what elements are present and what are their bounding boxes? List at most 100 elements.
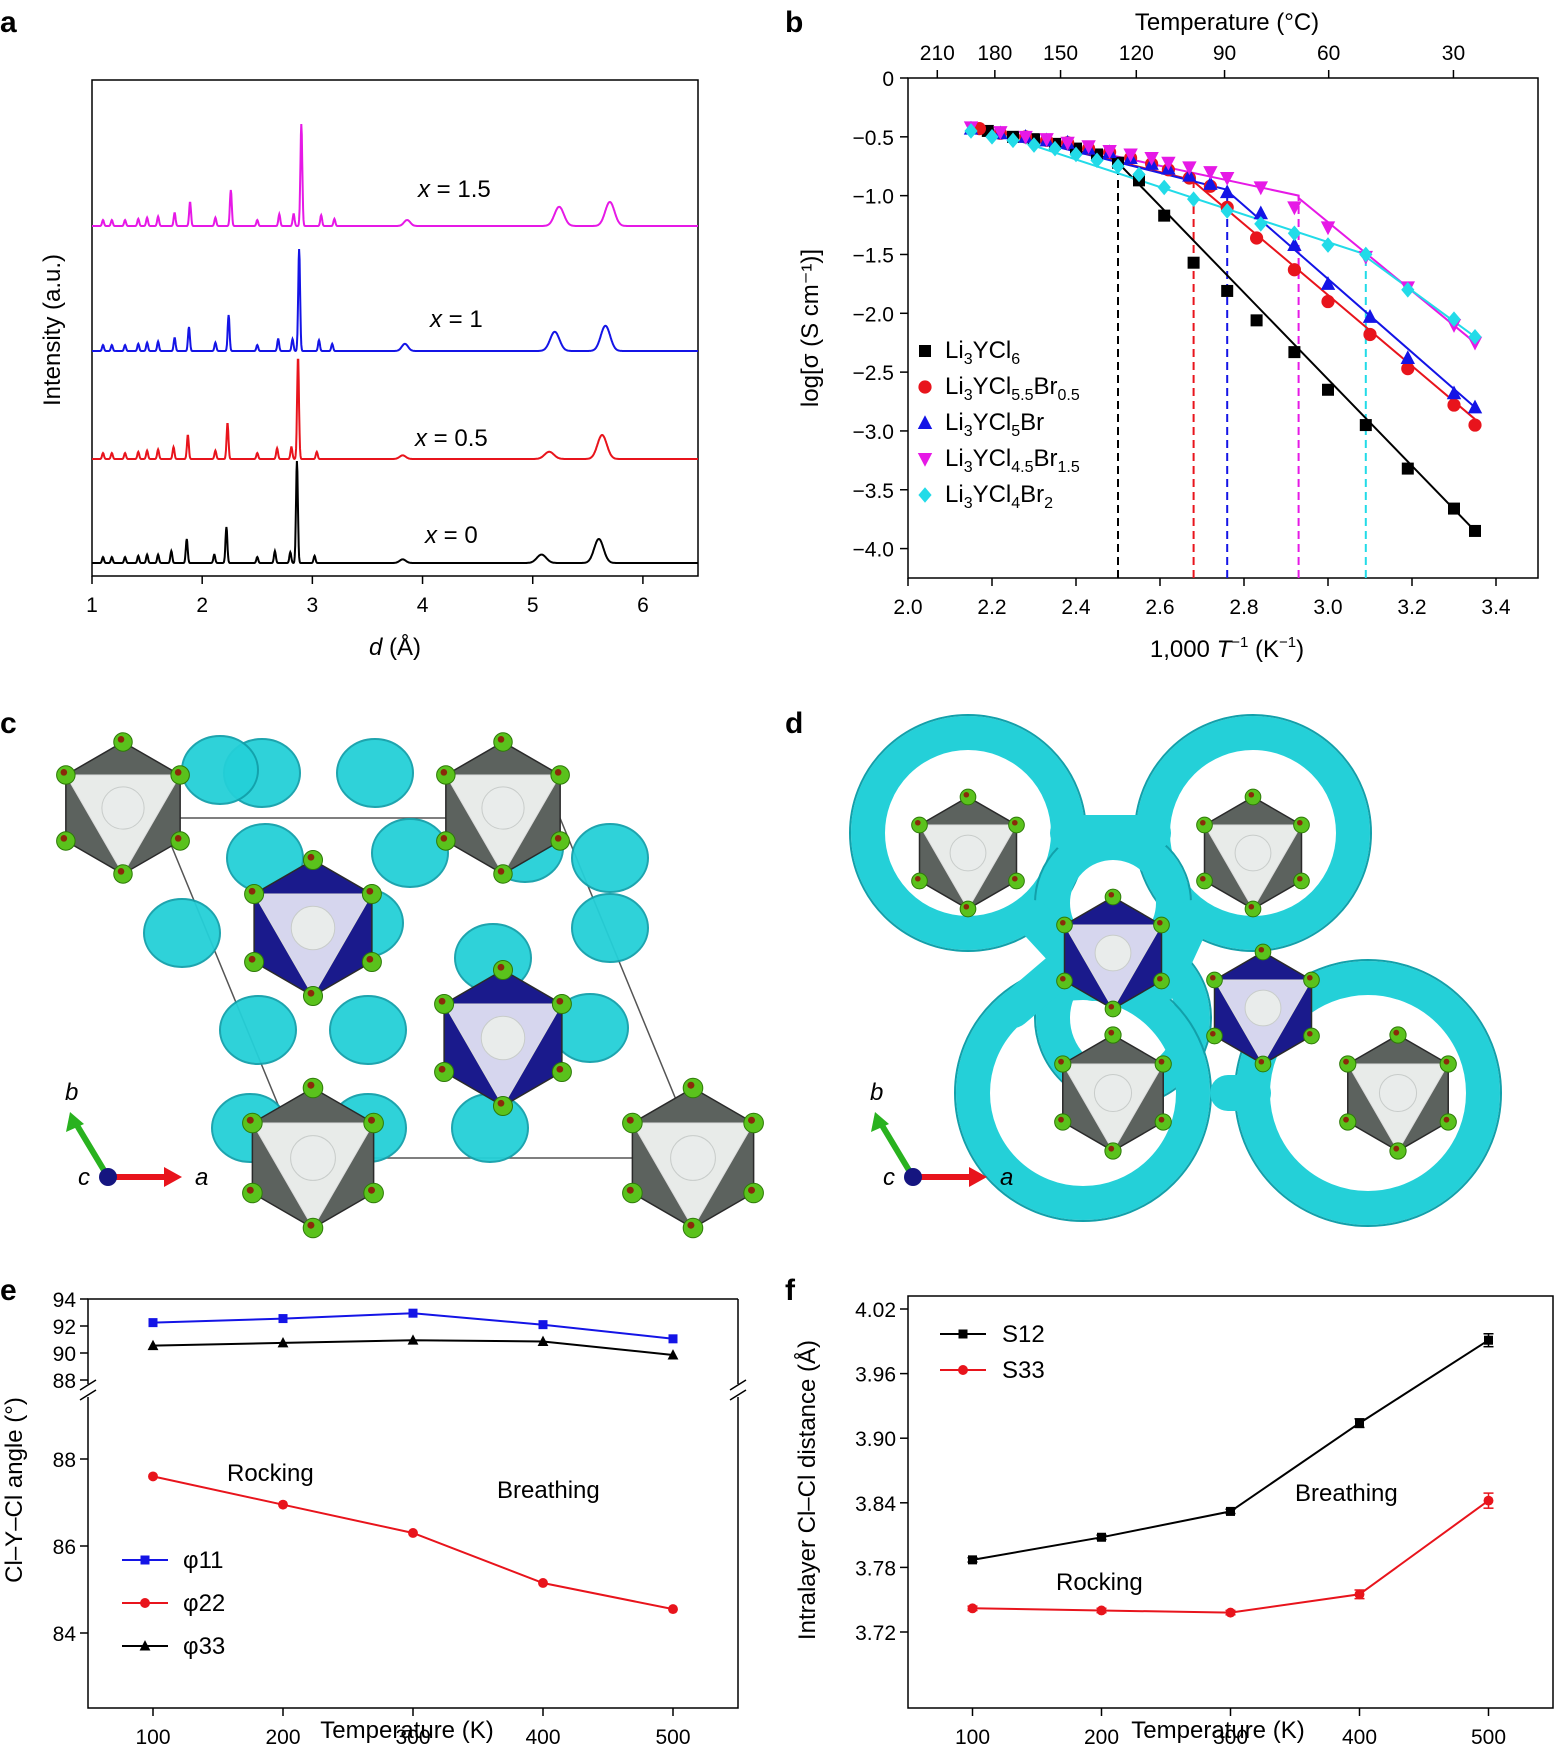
atom-highlight	[626, 1186, 634, 1194]
panel-b-legend: Li3YCl6Li3YCl5.5Br0.5Li3YCl5BrLi3YCl4.5B…	[917, 337, 1080, 512]
chlorine-atom	[622, 1112, 643, 1134]
curve-label-text: = 0	[437, 522, 478, 549]
panel-b-xlabel: 1,000 T−1 (K−1)	[1150, 634, 1304, 663]
atom-highlight	[1158, 1058, 1165, 1065]
x-tick-label: 3.2	[1397, 596, 1426, 619]
data-point	[1401, 462, 1414, 475]
x-tick-label: 3.4	[1481, 596, 1511, 619]
atom-highlight	[1157, 919, 1163, 926]
panel-b-top-axis-label: Temperature (°C)	[1135, 9, 1319, 36]
atom-highlight	[307, 853, 315, 861]
yttrium-atom	[481, 786, 525, 830]
data-point	[668, 1334, 678, 1344]
data-point	[1132, 166, 1146, 183]
a-arrow-head	[969, 1167, 987, 1187]
data-point	[147, 1339, 159, 1351]
x-tick-label: 300	[1213, 1726, 1248, 1745]
panel-label-d: d	[785, 707, 803, 740]
xrd-curve-x=0.5	[92, 358, 698, 460]
atom-highlight	[497, 963, 505, 971]
data-point	[148, 1471, 158, 1482]
panel-b-frame	[907, 77, 1539, 579]
yttrium-atom	[290, 1135, 336, 1181]
legend-marker	[140, 1598, 150, 1608]
y-octahedron-grey	[1339, 1026, 1457, 1160]
li-density-blob	[219, 995, 297, 1065]
data-point	[1401, 281, 1415, 298]
chlorine-atom	[682, 1077, 704, 1099]
legend-label: Li3YCl6	[945, 337, 1020, 368]
panel-b-plot	[963, 120, 1483, 578]
atom-highlight	[1297, 875, 1303, 882]
atom-highlight	[1108, 1145, 1115, 1152]
atom-highlight	[1393, 1145, 1400, 1152]
li-density-isosurfaces	[143, 735, 649, 1163]
legend-label-part: 5	[1011, 423, 1020, 440]
data-point	[1320, 221, 1336, 236]
panel-d-structure: b a c	[849, 714, 1502, 1227]
li-density-blob	[371, 818, 449, 888]
atom-highlight	[1108, 1029, 1115, 1036]
data-point	[1048, 140, 1062, 157]
legend-label-part: 5.5	[1011, 387, 1033, 404]
atom-highlight	[1393, 1029, 1400, 1036]
data-point	[1287, 225, 1301, 242]
data-point	[1203, 176, 1218, 190]
axis-break-mark	[79, 1379, 97, 1391]
atom-highlight	[556, 1065, 564, 1073]
legend-label: Li3YCl5.5Br0.5	[945, 373, 1080, 404]
annotation-breathing: Breathing	[497, 1477, 600, 1504]
a-arrow-head	[164, 1167, 182, 1187]
atom-highlight	[1012, 819, 1018, 826]
legend-label-part: YCl	[973, 337, 1012, 364]
y-tick-label: 88	[53, 1449, 76, 1472]
data-point	[1254, 216, 1268, 232]
atom-highlight	[1307, 1030, 1313, 1037]
axis-label-b: b	[65, 1079, 78, 1106]
data-point	[1090, 152, 1104, 169]
atom-highlight	[915, 875, 921, 882]
data-point	[1081, 140, 1096, 155]
curve-label-text: = 1.5	[430, 176, 491, 203]
atom-highlight	[60, 835, 68, 842]
x-tick-label: 2.0	[893, 596, 922, 619]
y-octahedron-grey	[436, 732, 570, 884]
xlabel-part: (K	[1248, 636, 1279, 663]
atom-highlight	[1343, 1058, 1349, 1065]
chlorine-atom	[1293, 816, 1310, 834]
atom-highlight	[246, 1116, 254, 1124]
atom-highlight	[1297, 819, 1303, 826]
panel-e-angle-chart: 100 200 300 400 500 88 90 92 94 84 86 88 Rocking Br…	[1, 1289, 747, 1745]
chlorine-atom	[242, 1182, 263, 1204]
chlorine-atom	[1303, 971, 1320, 989]
atom-highlight	[1058, 1116, 1064, 1123]
chlorine-atom	[743, 1182, 764, 1204]
chlorine-atom	[743, 1112, 764, 1134]
x-tick-label: 4	[417, 594, 429, 617]
data-point	[1060, 136, 1075, 151]
data-point	[1401, 361, 1415, 376]
legend-label-part: 4	[1011, 495, 1020, 512]
data-point	[407, 1334, 419, 1345]
y-tick-label: 3.90	[855, 1428, 896, 1451]
y-tick-label: −3.5	[853, 480, 894, 503]
data-point	[537, 1335, 549, 1347]
data-point	[1027, 137, 1041, 153]
data-point	[1287, 263, 1301, 277]
y-tick-label: 3.78	[855, 1557, 896, 1580]
curve-label-x1: x = 1	[429, 306, 483, 333]
yttrium-atom	[1094, 934, 1132, 972]
li-density-blob	[451, 1093, 529, 1163]
chlorine-atom	[1303, 1027, 1320, 1045]
panel-label-b: b	[785, 6, 803, 39]
data-point	[408, 1528, 418, 1538]
y-tick-label: −1.0	[853, 186, 894, 209]
y-octahedron-grey	[622, 1077, 764, 1239]
atom-highlight	[1060, 975, 1066, 982]
atom-highlight	[174, 835, 182, 842]
data-point	[1483, 1495, 1494, 1506]
legend-label-part: 4.5	[1011, 459, 1033, 476]
chlorine-atom	[1196, 816, 1213, 834]
atom-highlight	[915, 819, 921, 826]
chlorine-atom	[302, 1217, 324, 1239]
